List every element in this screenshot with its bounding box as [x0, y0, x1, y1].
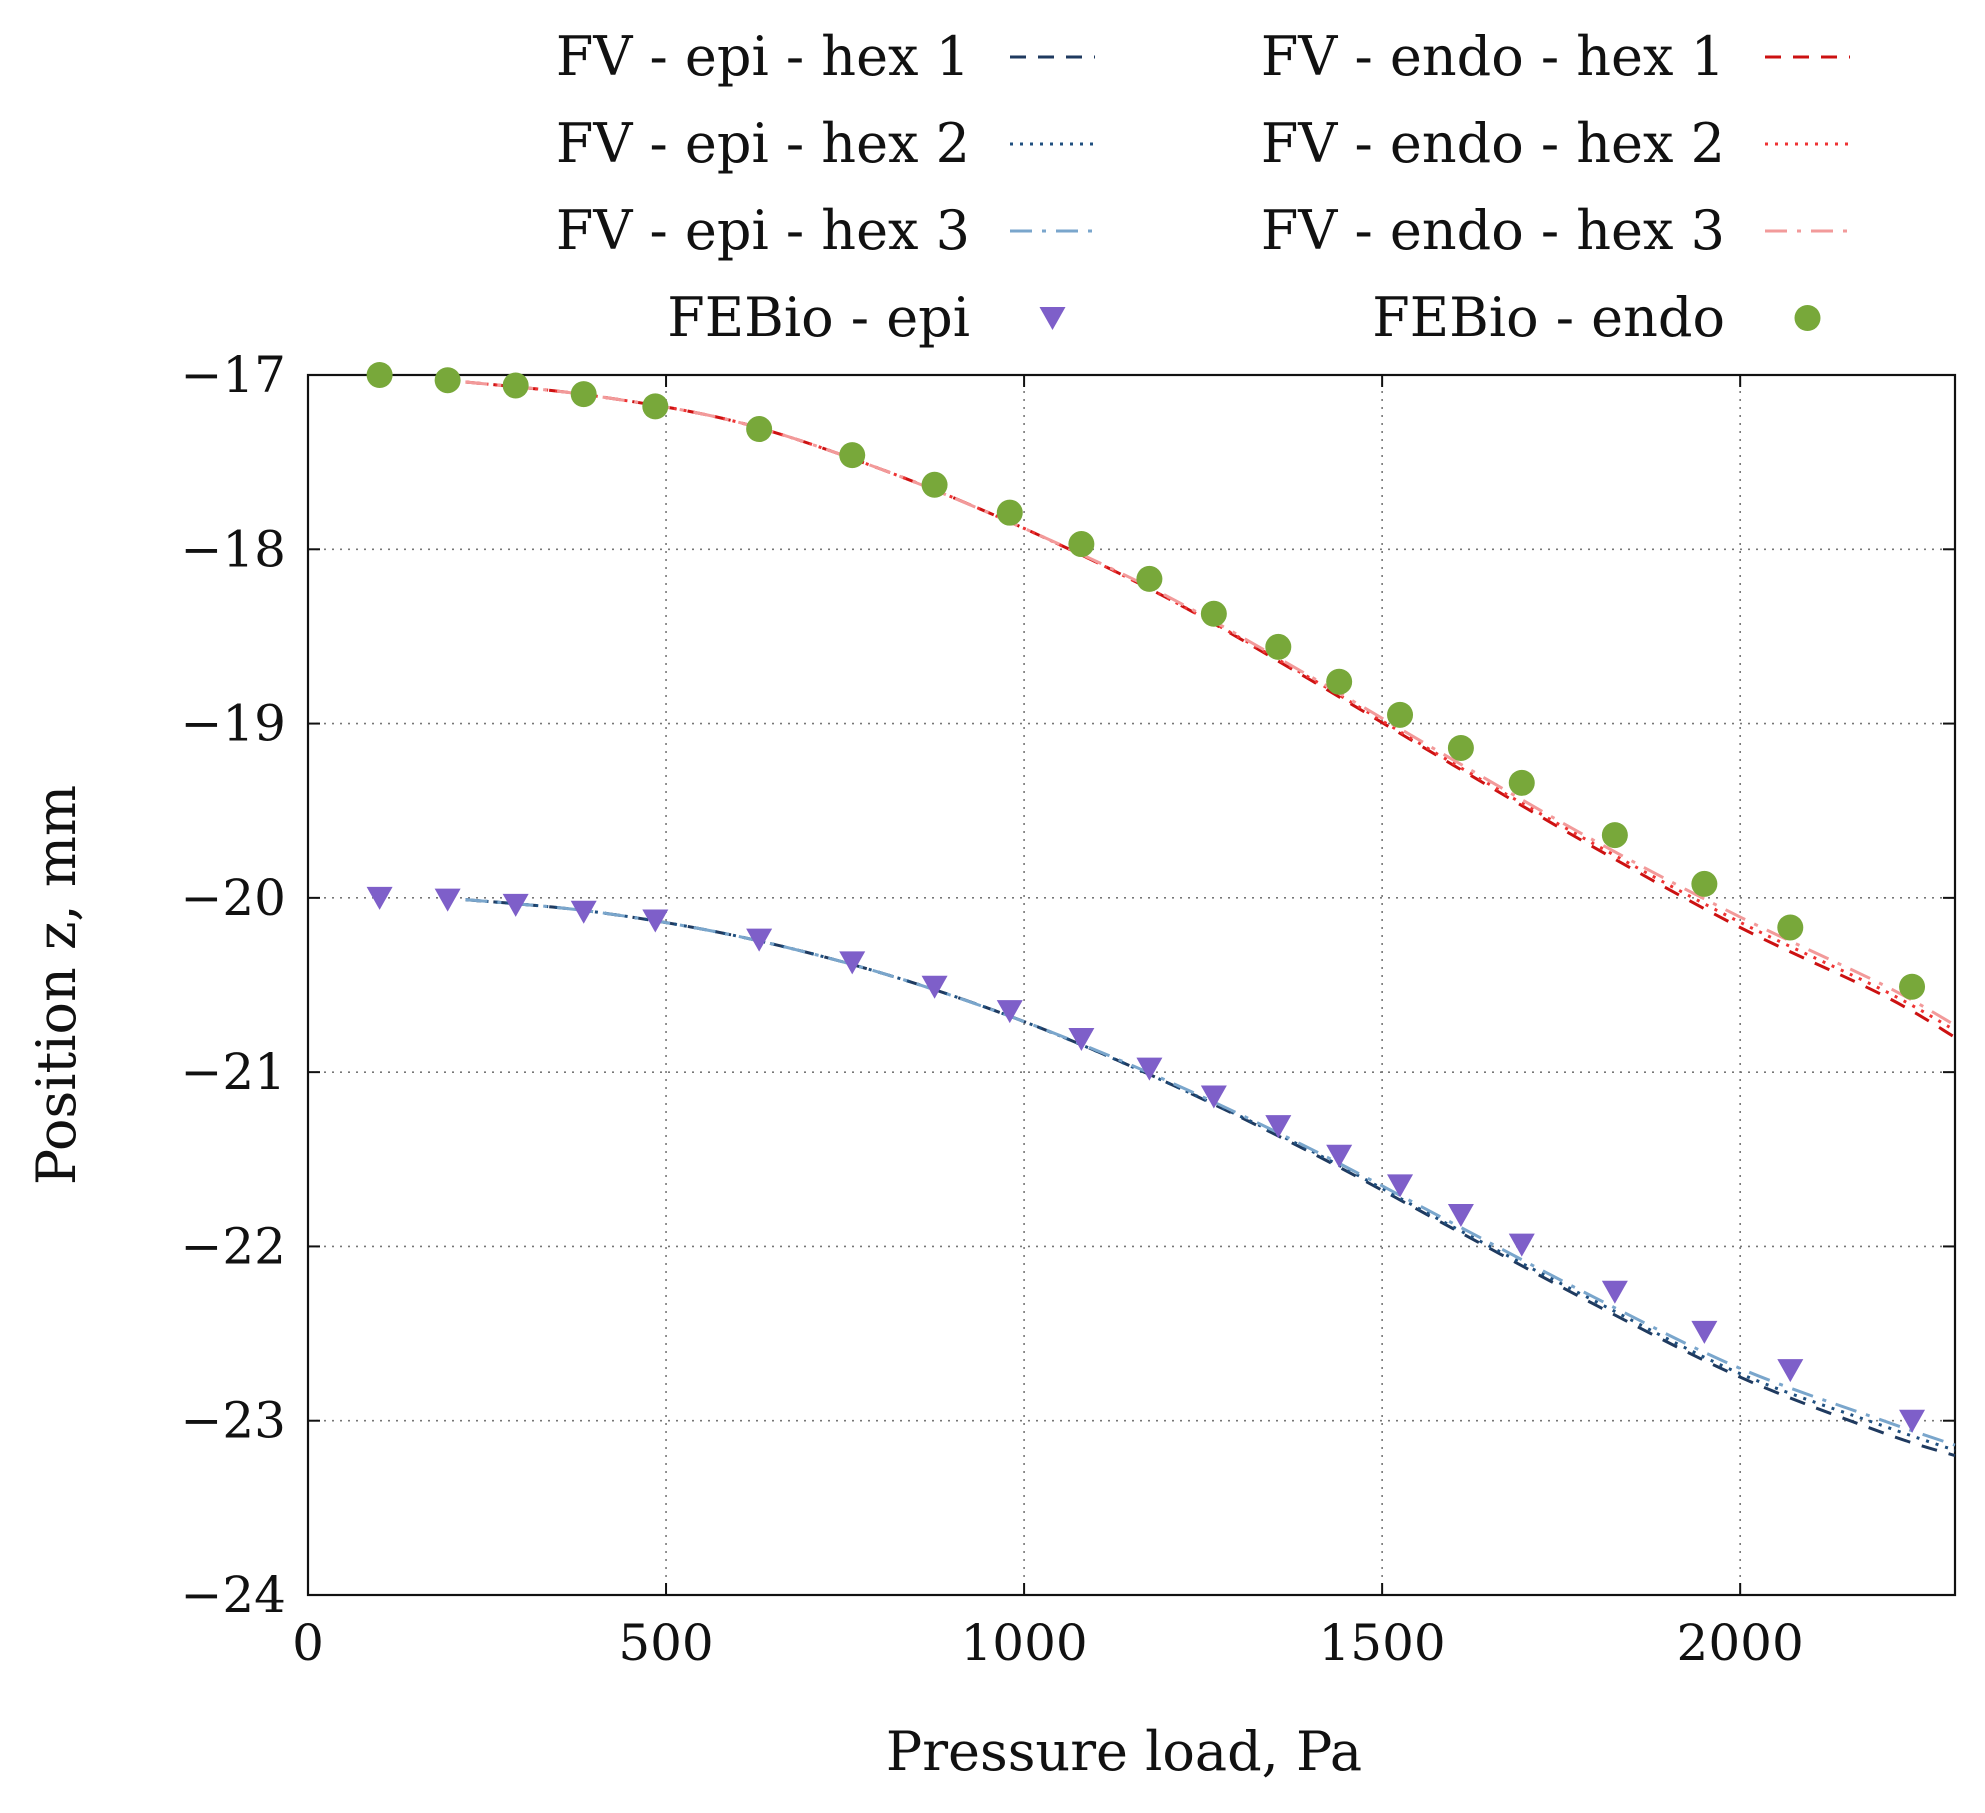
- data-point: [1691, 1320, 1718, 1344]
- legend-label: FEBio - epi: [667, 286, 970, 349]
- series-line: [465, 898, 1956, 1458]
- data-point: [1387, 701, 1414, 728]
- legend-item: FV - endo - hex 2: [1261, 112, 1850, 175]
- x-tick-label: 1000: [960, 1614, 1087, 1672]
- data-point: [996, 499, 1023, 526]
- legend-item: FV - endo - hex 3: [1261, 199, 1850, 262]
- legend-item: FV - epi - hex 2: [556, 112, 1095, 175]
- data-point: [1068, 1028, 1095, 1052]
- y-tick-label: −20: [180, 869, 286, 927]
- y-tick-label: −18: [180, 520, 286, 578]
- data-point: [839, 442, 866, 469]
- data-point: [1899, 1409, 1926, 1433]
- data-point: [839, 951, 866, 975]
- data-point: [746, 416, 773, 443]
- series-6: [366, 886, 1926, 1433]
- series: [366, 362, 1956, 1458]
- data-point: [1691, 870, 1718, 897]
- y-tick-label: −19: [180, 695, 286, 753]
- data-point: [1200, 1085, 1227, 1109]
- data-point: [1136, 565, 1163, 592]
- data-point: [502, 372, 529, 399]
- legend-swatch: [1039, 307, 1066, 330]
- data-point: [1387, 1174, 1414, 1198]
- y-tick-label: −23: [180, 1392, 286, 1450]
- data-point: [1899, 973, 1926, 1000]
- series-line: [465, 898, 1956, 1447]
- y-tick-label: −17: [180, 346, 286, 404]
- data-point: [996, 1000, 1023, 1024]
- data-point: [1601, 1280, 1628, 1304]
- data-point: [1068, 531, 1095, 558]
- y-tick-label: −24: [180, 1566, 286, 1624]
- series-2: [465, 898, 1956, 1447]
- series-line: [465, 380, 1956, 1027]
- legend-item: FV - epi - hex 1: [556, 25, 1095, 88]
- data-point: [1326, 668, 1353, 695]
- data-point: [1508, 769, 1535, 796]
- data-point: [366, 886, 393, 910]
- data-point: [434, 888, 461, 912]
- legend-label: FV - endo - hex 2: [1261, 112, 1725, 175]
- data-point: [570, 381, 597, 408]
- legend-label: FV - epi - hex 1: [556, 25, 970, 88]
- data-point: [1777, 1359, 1804, 1383]
- data-point: [1447, 1204, 1474, 1228]
- data-point: [746, 928, 773, 952]
- legend-label: FV - endo - hex 1: [1261, 25, 1725, 88]
- series-line: [465, 380, 1956, 1032]
- plot-frame: [306, 373, 1957, 1597]
- legend-item: FEBio - endo: [1372, 286, 1821, 349]
- data-point: [1265, 1115, 1292, 1139]
- series-0: [465, 898, 1956, 1458]
- legend-label: FV - endo - hex 3: [1261, 199, 1725, 262]
- x-axis-label: Pressure load, Pa: [886, 1720, 1362, 1783]
- data-point: [1265, 633, 1292, 660]
- data-point: [570, 900, 597, 924]
- x-tick-label: 1500: [1319, 1614, 1446, 1672]
- data-point: [502, 893, 529, 917]
- y-axis-label: Position z, mm: [25, 785, 88, 1185]
- legend-item: FV - epi - hex 3: [556, 199, 1095, 262]
- x-tick-label: 0: [292, 1614, 324, 1672]
- data-point: [1447, 734, 1474, 761]
- legend: FV - epi - hex 1 FV - endo - hex 1 FV - ep…: [556, 25, 1850, 349]
- data-point: [1200, 600, 1227, 627]
- data-point: [642, 393, 669, 420]
- legend-item: FEBio - epi: [667, 286, 1066, 349]
- x-tick-label: 2000: [1677, 1614, 1804, 1672]
- y-tick-label: −22: [180, 1217, 286, 1275]
- data-point: [921, 471, 948, 498]
- series-line: [465, 380, 1956, 1039]
- data-point: [1136, 1057, 1163, 1081]
- grid: [308, 375, 1955, 1595]
- data-point: [366, 362, 393, 388]
- legend-label: FV - epi - hex 3: [556, 199, 970, 262]
- series-3: [465, 380, 1956, 1039]
- series-4: [465, 380, 1956, 1032]
- data-point: [1326, 1144, 1353, 1168]
- legend-label: FEBio - endo: [1372, 286, 1725, 349]
- legend-swatch: [1794, 305, 1821, 331]
- series-7: [366, 362, 1926, 1000]
- data-point: [1508, 1233, 1535, 1257]
- data-point: [921, 975, 948, 999]
- y-tick-label: −21: [180, 1043, 286, 1101]
- legend-label: FV - epi - hex 2: [556, 112, 970, 175]
- series-line: [465, 898, 1956, 1452]
- series-1: [465, 898, 1956, 1452]
- x-tick-label: 500: [618, 1614, 713, 1672]
- data-point: [1777, 914, 1804, 941]
- series-5: [465, 380, 1956, 1027]
- data-point: [1601, 822, 1628, 849]
- legend-item: FV - endo - hex 1: [1261, 25, 1850, 88]
- axis-ticks: 0 500 1000 1500 2000 −17 −18 −19 −20 −21 −22 −23 −24: [180, 346, 1955, 1672]
- data-point: [434, 367, 461, 394]
- data-point: [642, 909, 669, 933]
